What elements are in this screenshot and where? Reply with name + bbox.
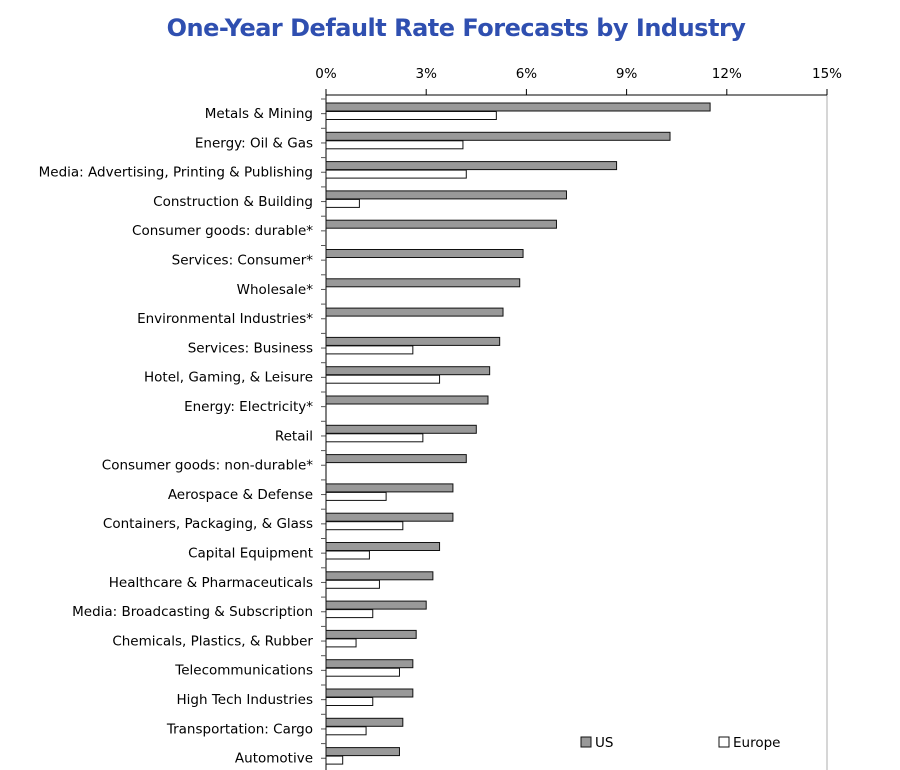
category-label: Environmental Industries* — [137, 311, 313, 327]
legend-item-us: US — [580, 735, 613, 751]
bar-europe — [325, 579, 380, 589]
category-label: Construction & Building — [153, 194, 313, 210]
x-tick-label: 3% — [415, 66, 437, 82]
category-label: Retail — [275, 428, 313, 444]
bar-us — [325, 131, 671, 141]
bar-us — [325, 219, 557, 229]
bar-europe — [325, 374, 441, 384]
bar-us — [325, 747, 400, 757]
category-label: Automotive — [235, 751, 313, 767]
x-tick-label: 12% — [712, 66, 742, 82]
bar-europe — [325, 140, 464, 150]
legend-label: Europe — [733, 735, 780, 751]
bar-europe — [325, 491, 387, 501]
legend-swatch — [580, 736, 592, 748]
bar-us — [325, 688, 414, 698]
bar-us — [325, 190, 567, 200]
category-label: Services: Business — [188, 340, 313, 356]
category-label: Chemicals, Plastics, & Rubber — [112, 633, 313, 649]
bar-europe — [325, 521, 404, 531]
bar-europe — [325, 111, 497, 120]
bar-europe — [325, 198, 360, 208]
bar-us — [325, 454, 467, 464]
x-tick-label: 15% — [812, 66, 842, 82]
bar-us — [325, 395, 489, 405]
category-label: Consumer goods: durable* — [132, 223, 313, 239]
category-label: Energy: Electricity* — [184, 399, 313, 415]
bar-europe — [325, 755, 344, 765]
bar-us — [325, 307, 504, 317]
x-tick-label: 0% — [315, 66, 337, 82]
x-tick-label: 9% — [616, 66, 638, 82]
bar-us — [325, 571, 434, 581]
bar-europe — [325, 726, 367, 736]
bar-us — [325, 102, 711, 112]
category-label: Capital Equipment — [188, 546, 313, 562]
category-label: Wholesale* — [237, 282, 314, 298]
category-label: Telecommunications — [174, 663, 313, 679]
bar-us — [325, 278, 521, 288]
bar-us — [325, 366, 491, 376]
category-label: Transportation: Cargo — [166, 721, 313, 737]
category-label: Consumer goods: non-durable* — [102, 458, 313, 474]
bar-us — [325, 161, 618, 171]
category-label: Services: Consumer* — [172, 253, 314, 269]
bar-us — [325, 424, 477, 434]
bar-us — [325, 512, 454, 522]
bar-europe — [325, 433, 424, 443]
category-label: High Tech Industries — [177, 692, 313, 708]
legend-swatch — [718, 736, 730, 748]
bar-us — [325, 336, 501, 346]
bar-europe — [325, 169, 467, 179]
bar-us — [325, 717, 404, 727]
bar-us — [325, 600, 427, 610]
category-label: Metals & Mining — [205, 106, 313, 122]
bar-europe — [325, 609, 374, 619]
bar-europe — [325, 550, 370, 560]
category-label: Media: Broadcasting & Subscription — [72, 604, 313, 620]
bar-europe — [325, 667, 400, 677]
category-label: Hotel, Gaming, & Leisure — [144, 370, 313, 386]
bar-europe — [325, 697, 374, 706]
bar-europe — [325, 638, 357, 648]
bar-europe — [325, 345, 414, 355]
chart-title: One-Year Default Rate Forecasts by Indus… — [166, 14, 746, 42]
category-label: Energy: Oil & Gas — [195, 135, 313, 151]
bar-us — [325, 249, 524, 258]
category-label: Containers, Packaging, & Glass — [103, 516, 313, 532]
category-label: Media: Advertising, Printing & Publishin… — [39, 165, 313, 181]
bar-us — [325, 542, 441, 551]
bar-us — [325, 659, 414, 669]
category-label: Aerospace & Defense — [168, 487, 313, 503]
bar-us — [325, 629, 417, 639]
legend-label: US — [595, 735, 613, 751]
legend-item-europe: Europe — [718, 735, 780, 751]
x-tick-label: 6% — [516, 66, 538, 82]
bar-us — [325, 483, 454, 493]
category-label: Healthcare & Pharmaceuticals — [109, 575, 313, 591]
